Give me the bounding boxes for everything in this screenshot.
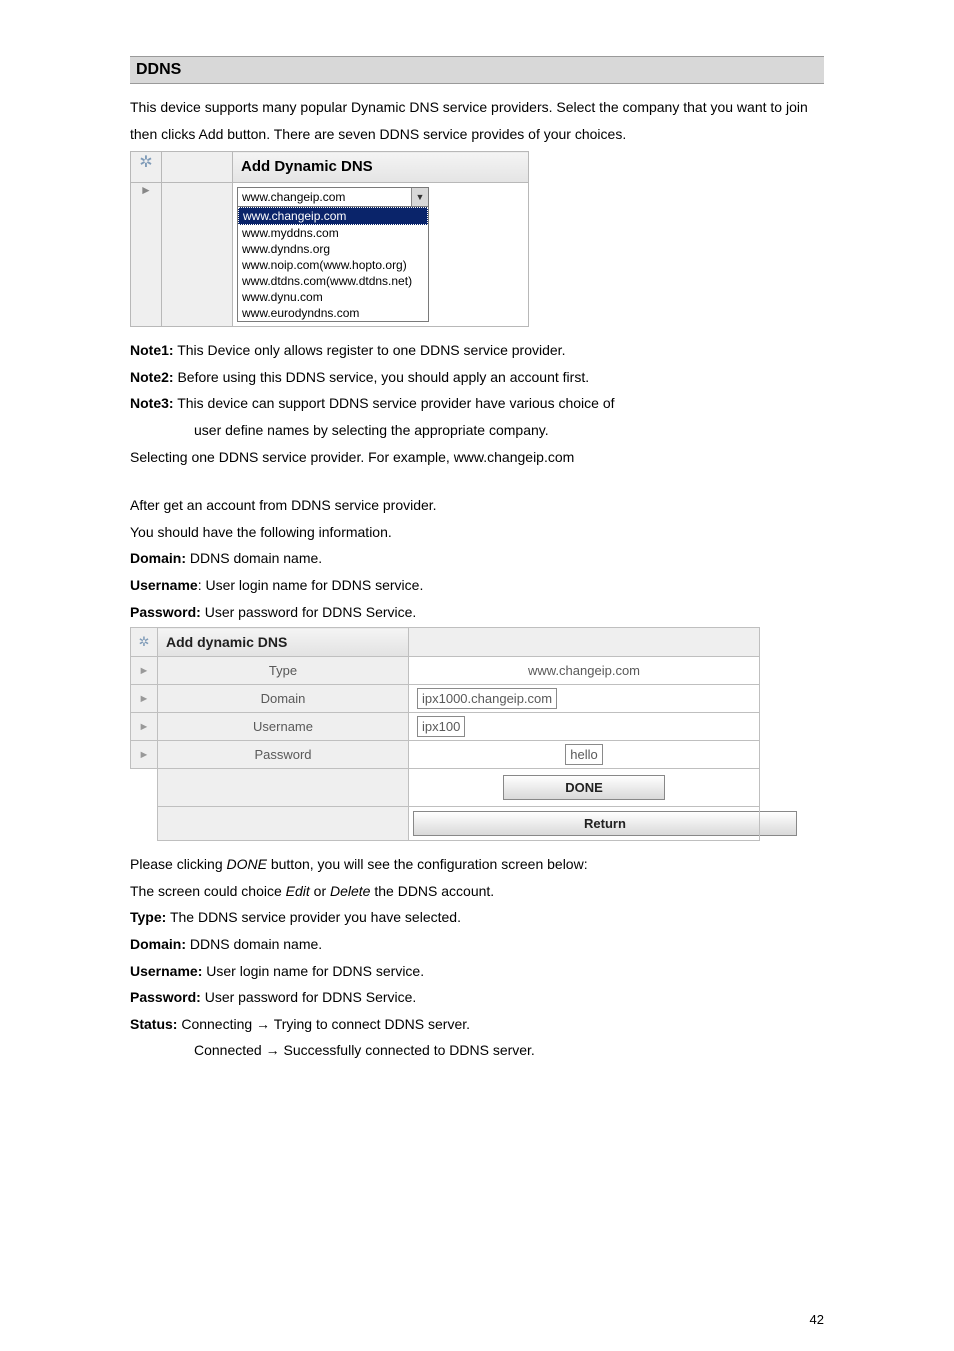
- password-label: Password: [158, 741, 409, 769]
- add-dynamic-dns-form: ✲ Add dynamic DNS ► Type www.changeip.co…: [130, 627, 760, 841]
- type-value: www.changeip.com: [409, 657, 760, 685]
- add-dynamic-dns-screenshot: ✲ Add Dynamic DNS ► www.changeip.com ▼ w…: [130, 151, 650, 327]
- password-desc-2: Password: User password for DDNS Service…: [130, 984, 824, 1011]
- note1: Note1: This Device only allows register …: [130, 337, 824, 364]
- chevron-down-icon[interactable]: ▼: [411, 188, 428, 206]
- selecting-text: Selecting one DDNS service provider. For…: [130, 444, 824, 471]
- row-marker-icon: ►: [131, 713, 158, 741]
- gear-icon: ✲: [131, 152, 162, 183]
- password-input[interactable]: hello: [565, 744, 602, 765]
- return-button[interactable]: Return: [413, 811, 797, 836]
- password-desc: Password: User password for DDNS Service…: [130, 599, 824, 626]
- select-option[interactable]: www.eurodyndns.com: [238, 305, 428, 321]
- select-option[interactable]: www.myddns.com: [238, 225, 428, 241]
- username-desc-2: Username: User login name for DDNS servi…: [130, 958, 824, 985]
- status-desc-2: Connected → Successfully connected to DD…: [194, 1037, 824, 1064]
- page-number: 42: [810, 1312, 824, 1327]
- post1: Please clicking DONE button, you will se…: [130, 851, 824, 878]
- type-label: Type: [158, 657, 409, 685]
- panel-title: Add dynamic DNS: [158, 628, 409, 657]
- select-option[interactable]: www.noip.com(www.hopto.org): [238, 257, 428, 273]
- done-button[interactable]: DONE: [503, 775, 665, 800]
- username-desc: Username: User login name for DDNS servi…: [130, 572, 824, 599]
- panel-title: Add Dynamic DNS: [233, 152, 529, 183]
- domain-label: Domain: [158, 685, 409, 713]
- note2: Note2: Before using this DDNS service, y…: [130, 364, 824, 391]
- domain-desc-2: Domain: DDNS domain name.: [130, 931, 824, 958]
- type-desc: Type: The DDNS service provider you have…: [130, 904, 824, 931]
- ddns-provider-select[interactable]: www.changeip.com ▼ www.changeip.com www.…: [237, 187, 429, 322]
- domain-desc: Domain: DDNS domain name.: [130, 545, 824, 572]
- section-title: DDNS: [130, 56, 824, 84]
- select-option[interactable]: www.dtdns.com(www.dtdns.net): [238, 273, 428, 289]
- select-option[interactable]: www.dynu.com: [238, 289, 428, 305]
- row-marker-icon: ►: [131, 685, 158, 713]
- selected-option: www.changeip.com: [242, 190, 345, 204]
- select-option[interactable]: www.dyndns.org: [238, 241, 428, 257]
- domain-input[interactable]: ipx1000.changeip.com: [417, 688, 557, 709]
- note3b: user define names by selecting the appro…: [194, 417, 824, 444]
- row-marker-icon: ►: [131, 741, 158, 769]
- after2: You should have the following informatio…: [130, 519, 824, 546]
- row-marker-icon: ►: [131, 183, 162, 327]
- row-marker-icon: ►: [131, 657, 158, 685]
- username-input[interactable]: ipx100: [417, 716, 465, 737]
- username-label: Username: [158, 713, 409, 741]
- note3: Note3: This device can support DDNS serv…: [130, 390, 824, 417]
- gear-icon: ✲: [131, 628, 158, 657]
- intro-text: This device supports many popular Dynami…: [130, 94, 824, 147]
- after1: After get an account from DDNS service p…: [130, 492, 824, 519]
- post2: The screen could choice Edit or Delete t…: [130, 878, 824, 905]
- select-option[interactable]: www.changeip.com: [238, 207, 428, 225]
- status-desc: Status: Connecting → Trying to connect D…: [130, 1011, 824, 1038]
